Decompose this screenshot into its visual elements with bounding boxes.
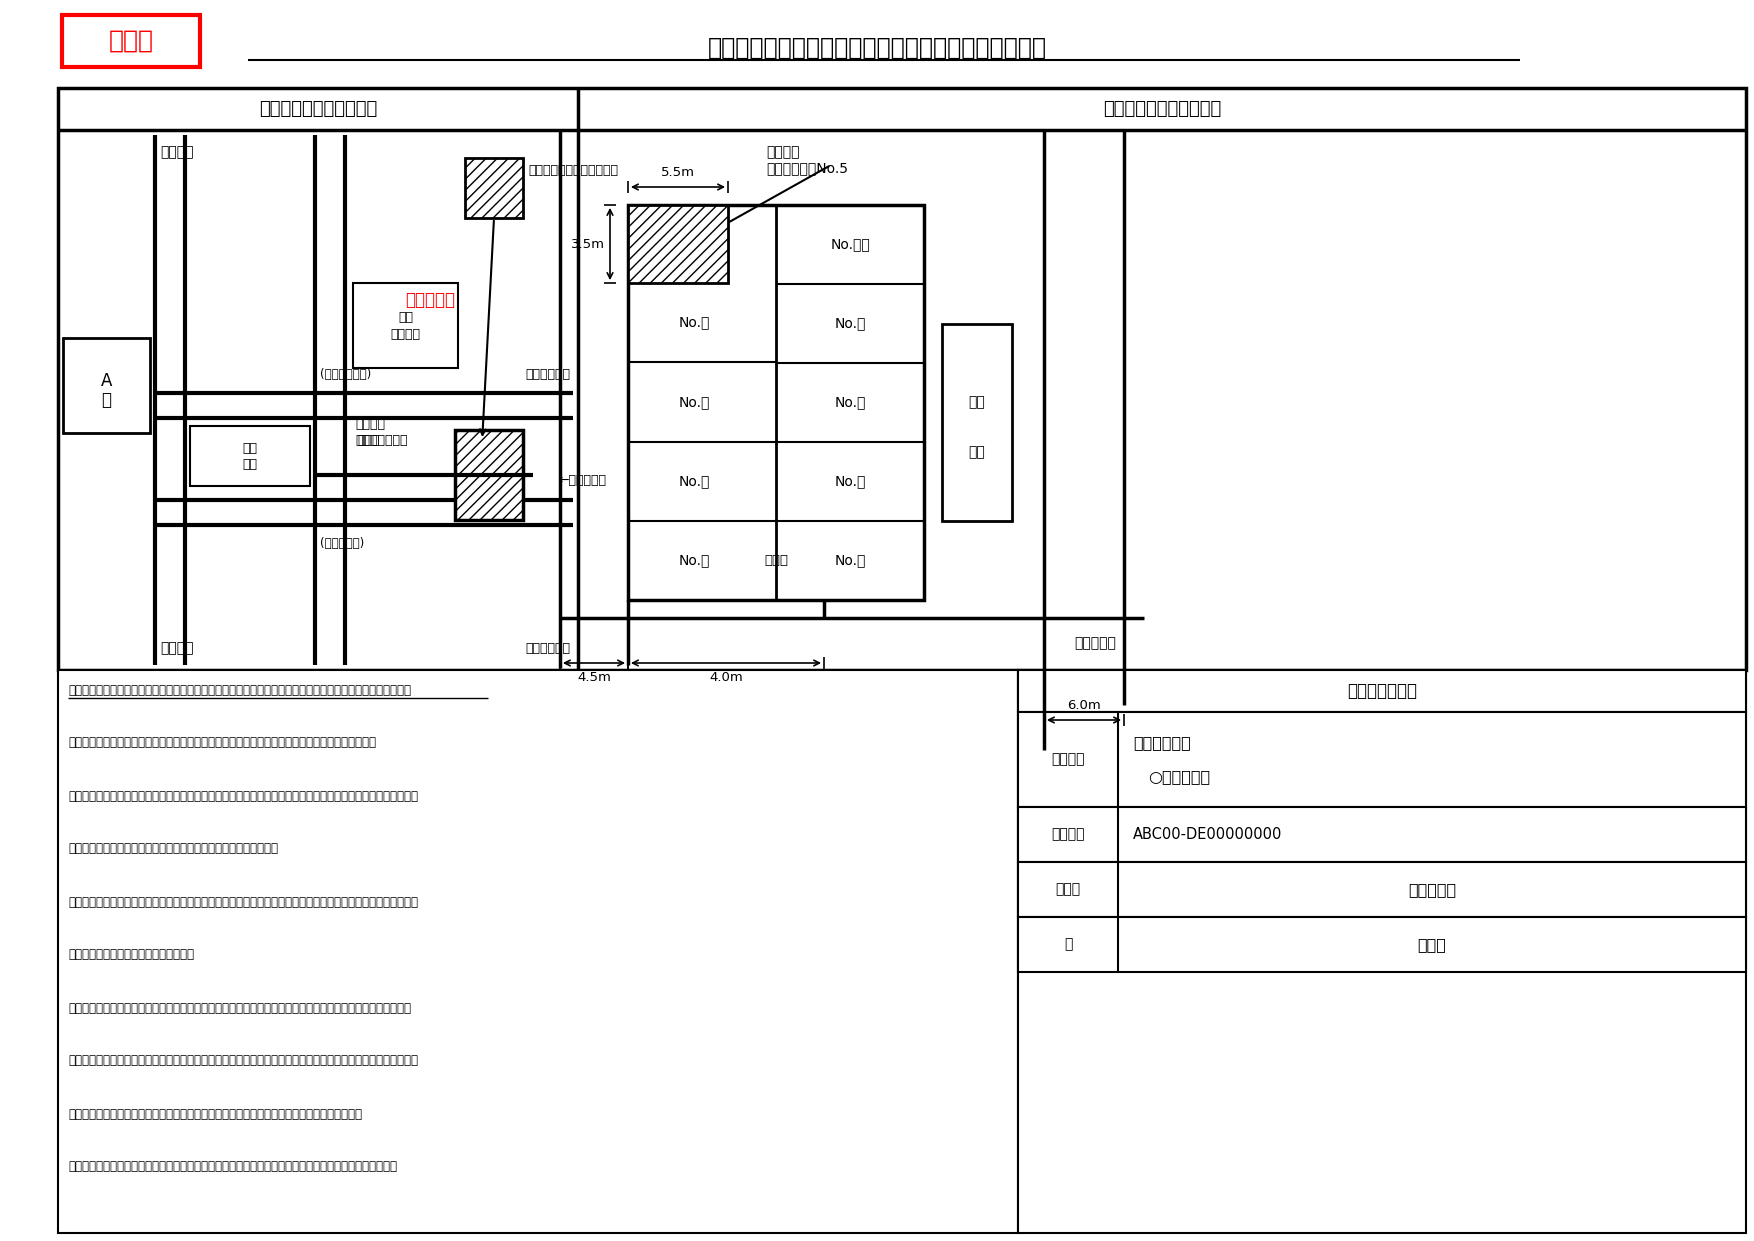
Text: No.３: No.３ xyxy=(679,395,710,408)
Bar xyxy=(628,205,924,599)
Bar xyxy=(63,338,151,433)
Bar xyxy=(942,324,1012,521)
Text: 所　在　図　記　載　欄: 所 在 図 記 載 欄 xyxy=(260,101,377,118)
Text: 配　置　図　記　載　欄: 配 置 図 記 載 欄 xyxy=(1103,101,1221,118)
Bar xyxy=(1017,712,1745,807)
Bar xyxy=(189,426,310,486)
Bar xyxy=(58,670,1017,1234)
Text: No.８: No.８ xyxy=(835,396,866,410)
Bar xyxy=(1017,807,1745,862)
Text: 4.0m: 4.0m xyxy=(709,671,744,684)
Bar xyxy=(1017,670,1745,1234)
Text: ・　市販の地図をコピーし添付する場合、著作権者からの利用の許諾を得ないときは、著作権法違反と: ・ 市販の地図をコピーし添付する場合、著作権者からの利用の許諾を得ないときは、著… xyxy=(68,789,417,803)
Text: なるおそれがありますので、十分注意してください。: なるおそれがありますので、十分注意してください。 xyxy=(68,843,277,855)
Text: 至〇〇駅: 至〇〇駅 xyxy=(160,145,193,159)
Text: 横浜　７７７: 横浜 ７７７ xyxy=(1133,735,1191,750)
Text: 白　色: 白 色 xyxy=(1417,937,1447,952)
Bar xyxy=(353,283,458,369)
Text: 車台番号: 車台番号 xyxy=(1051,828,1084,841)
Text: ・　使用の本拠の位置（自宅等）と保管場所の位置との間を線で結んで距離（直線で２キロメートル以: ・ 使用の本拠の位置（自宅等）と保管場所の位置との間を線で結んで距離（直線で２キ… xyxy=(68,896,417,908)
Text: ABC00-DE00000000: ABC00-DE00000000 xyxy=(1133,827,1282,841)
Text: 内）を記入してください。: 内）を記入してください。 xyxy=(68,948,195,962)
Text: ビル: ビル xyxy=(968,444,986,459)
Text: (国道〇〇号線): (国道〇〇号線) xyxy=(319,369,372,381)
Bar xyxy=(1017,917,1745,972)
Text: 4.5m: 4.5m xyxy=(577,671,610,684)
Text: 田中: 田中 xyxy=(968,396,986,410)
Text: 銀行: 銀行 xyxy=(242,458,258,472)
Text: ・　複数の自動車を保管する駐車場の場合は、保管場所の位置を明示してください。: ・ 複数の自動車を保管する駐車場の場合は、保管場所の位置を明示してください。 xyxy=(68,1107,361,1121)
Text: 自宅（ＡＢＣマンション）: 自宅（ＡＢＣマンション） xyxy=(528,164,617,176)
Text: No.１: No.１ xyxy=(679,553,710,567)
Text: No.４: No.４ xyxy=(679,315,710,330)
Text: 記載例: 記載例 xyxy=(109,29,154,53)
Text: No.７: No.７ xyxy=(835,474,866,489)
Text: 色: 色 xyxy=(1065,937,1072,952)
Text: 〇〇: 〇〇 xyxy=(398,311,412,324)
Text: ←　田中ビル: ← 田中ビル xyxy=(558,474,605,486)
Text: 出入口: 出入口 xyxy=(765,553,788,567)
Text: 6.0m: 6.0m xyxy=(1066,699,1102,712)
Text: 備　考　１　この書類は、黒色ボールペンで記載してください。（消すことのできるボールペンは使用不可）: 備 考 １ この書類は、黒色ボールペンで記載してください。（消すことのできるボー… xyxy=(68,684,410,696)
Text: No.９: No.９ xyxy=(835,316,866,330)
Text: （日本駐車場）: （日本駐車場） xyxy=(354,433,407,447)
Text: ○　１２３４: ○ １２３４ xyxy=(1149,769,1210,784)
Text: 保管場所: 保管場所 xyxy=(354,418,384,432)
Bar xyxy=(454,429,523,520)
Text: No.１０: No.１０ xyxy=(830,237,870,252)
Bar xyxy=(1017,670,1745,712)
Text: 〇〇交差点: 〇〇交差点 xyxy=(1073,635,1116,650)
Bar xyxy=(628,205,728,283)
Text: ３　配置図とは、保管場所並びに保管場所の周囲の建物、空地及び道路を表示したものをいいます。: ３ 配置図とは、保管場所並びに保管場所の周囲の建物、空地及び道路を表示したものを… xyxy=(68,1001,410,1014)
Text: 〇〇: 〇〇 xyxy=(242,442,258,454)
Bar xyxy=(465,158,523,218)
Text: 駅: 駅 xyxy=(102,391,112,410)
Text: デパート: デパート xyxy=(391,328,421,341)
Text: ２　所在図とは、保管場所の付近の道路及び目標となる地物を表示したものをいいます。: ２ 所在図とは、保管場所の付近の道路及び目標となる地物を表示したものをいいます。 xyxy=(68,736,375,750)
Text: 5.5m: 5.5m xyxy=(661,166,695,179)
Text: 保管場所: 保管場所 xyxy=(766,145,800,159)
Bar xyxy=(58,88,1745,670)
Text: 貸し駐車場等を保管場所とする場合の所在図・配置図: 貸し駐車場等を保管場所とする場合の所在図・配置図 xyxy=(707,36,1047,60)
Bar xyxy=(1017,862,1745,917)
Text: 日本駐車場　No.5: 日本駐車場 No.5 xyxy=(766,161,847,175)
Text: 至〇〇町方面: 至〇〇町方面 xyxy=(524,642,570,654)
Text: ・　保管場所に接する道路の幅員、保管場所の平面（大きさ）の寸法をメートルで記入してください。: ・ 保管場所に接する道路の幅員、保管場所の平面（大きさ）の寸法をメートルで記入し… xyxy=(68,1055,417,1067)
Text: 至〇〇駅: 至〇〇駅 xyxy=(160,642,193,655)
Text: ト　ヨ　タ: ト ヨ タ xyxy=(1408,882,1456,897)
Text: ４　申請保管場所で今まで使用していた車両について、右端の代替車両欄に記入してください。: ４ 申請保管場所で今まで使用していた車両について、右端の代替車両欄に記入してくだ… xyxy=(68,1160,396,1174)
Text: No.２: No.２ xyxy=(679,474,710,488)
Text: 至〇〇町方面: 至〇〇町方面 xyxy=(524,369,570,381)
Text: (〇〇交差点): (〇〇交差点) xyxy=(319,537,365,550)
Text: No.６: No.６ xyxy=(835,553,866,567)
Text: 郵便局: 郵便局 xyxy=(358,433,379,447)
Text: 約２００ｍ: 約２００ｍ xyxy=(405,290,454,309)
Bar xyxy=(61,15,200,67)
Text: 車両番号: 車両番号 xyxy=(1051,752,1084,767)
Text: 3.5m: 3.5m xyxy=(572,237,605,251)
Text: 車　名: 車 名 xyxy=(1056,882,1080,896)
Text: 代　替　車　両: 代 替 車 両 xyxy=(1347,683,1417,700)
Text: A: A xyxy=(100,371,112,390)
